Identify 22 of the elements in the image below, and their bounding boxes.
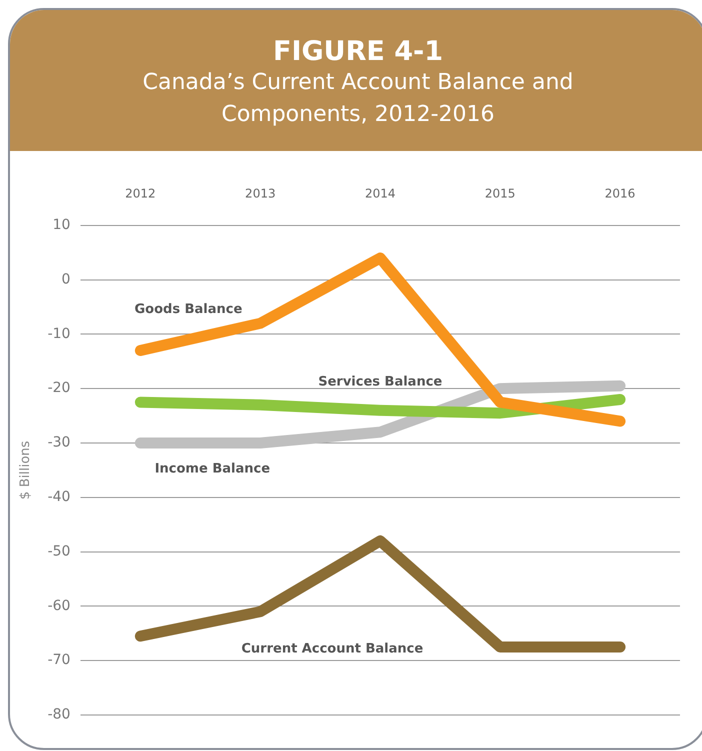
y-axis-title: $ Billions [18,440,34,500]
x-tick-label: 2016 [604,186,636,200]
y-tick-label: -80 [48,706,70,723]
x-tick-label: 2015 [484,186,516,200]
y-tick-label: -60 [48,598,70,614]
y-tick-label: -50 [48,543,70,560]
y-tick-label: -30 [48,434,70,451]
y-tick-label: -20 [48,380,70,396]
series-label: Goods Balance [134,302,242,318]
chart-subtitle: Canada’s Current Account Balance and Components, 2012-2016 [142,69,574,129]
y-tick-label: 10 [52,217,70,234]
y-tick-label: -70 [48,652,70,668]
series-label: Services Balance [318,374,442,390]
series-label: Current Account Balance [241,642,424,657]
x-tick-label: 2012 [125,186,156,200]
y-tick-label: -10 [48,326,70,342]
y-tick-label: -40 [48,489,70,506]
x-tick-label: 2014 [364,186,396,200]
chart-title: FIGURE 4-1 [272,36,444,67]
y-tick-label: 0 [62,271,70,288]
series-label: Income Balance [154,461,270,476]
x-tick-label: 2013 [245,186,276,200]
